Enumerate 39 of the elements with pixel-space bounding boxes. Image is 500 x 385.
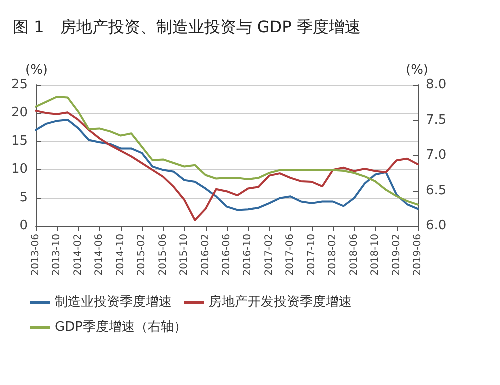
y-tick-label: 15 [11,134,28,149]
legend-label: GDP季度增速（右轴） [55,319,187,335]
x-tick-label: 2014-10 [115,234,126,276]
y2-axis-title: (%) [406,63,428,78]
x-tick-label: 2018-02 [328,234,339,276]
y2-tick-label: 8.0 [426,78,447,92]
x-tick-label: 2014-06 [94,234,106,276]
x-tick-label: 2017-02 [264,234,275,276]
x-tick-label: 2019-06 [412,234,424,276]
x-tick-label: 2017-10 [306,234,318,276]
line-series [35,96,419,206]
x-tick-label: 2018-10 [370,234,382,276]
x-tick-label: 2014-02 [72,234,84,276]
x-tick-label: 2013-06 [30,234,42,276]
y2-tick-label: 6.0 [426,218,447,234]
x-tick-label: 2015-10 [179,234,190,276]
chart-title: 图 1 房地产投资、制造业投资与 GDP 季度增速 [13,18,361,36]
y2-tick-label: 6.5 [426,183,447,198]
y-tick-label: 10 [11,162,28,178]
x-tick-label: 2016-06 [222,234,232,276]
x-tick-label: 2015-02 [136,234,148,276]
y2-tick-label: 7.0 [426,148,447,163]
y-tick-label: 5 [20,190,28,206]
line-series [35,118,419,212]
legend-label: 制造业投资季度增速 [55,294,172,310]
x-tick-label: 2019-02 [391,234,402,276]
y-tick-label: 0 [20,218,28,234]
x-tick-label: 2018-06 [348,234,360,276]
x-tick-label: 2016-02 [200,234,212,276]
line-series [35,110,419,222]
x-tick-label: 2015-06 [158,234,169,276]
x-tick-label: 2017-06 [285,234,296,276]
y-axis-title: (%) [26,63,48,78]
x-tick-label: 2013-10 [52,234,63,276]
y-tick-label: 25 [11,78,28,92]
y2-tick-label: 7.5 [426,112,447,128]
legend-label: 房地产开发投资季度增速 [209,294,352,310]
x-tick-label: 2016-10 [242,234,254,276]
y-tick-label: 20 [11,106,28,121]
